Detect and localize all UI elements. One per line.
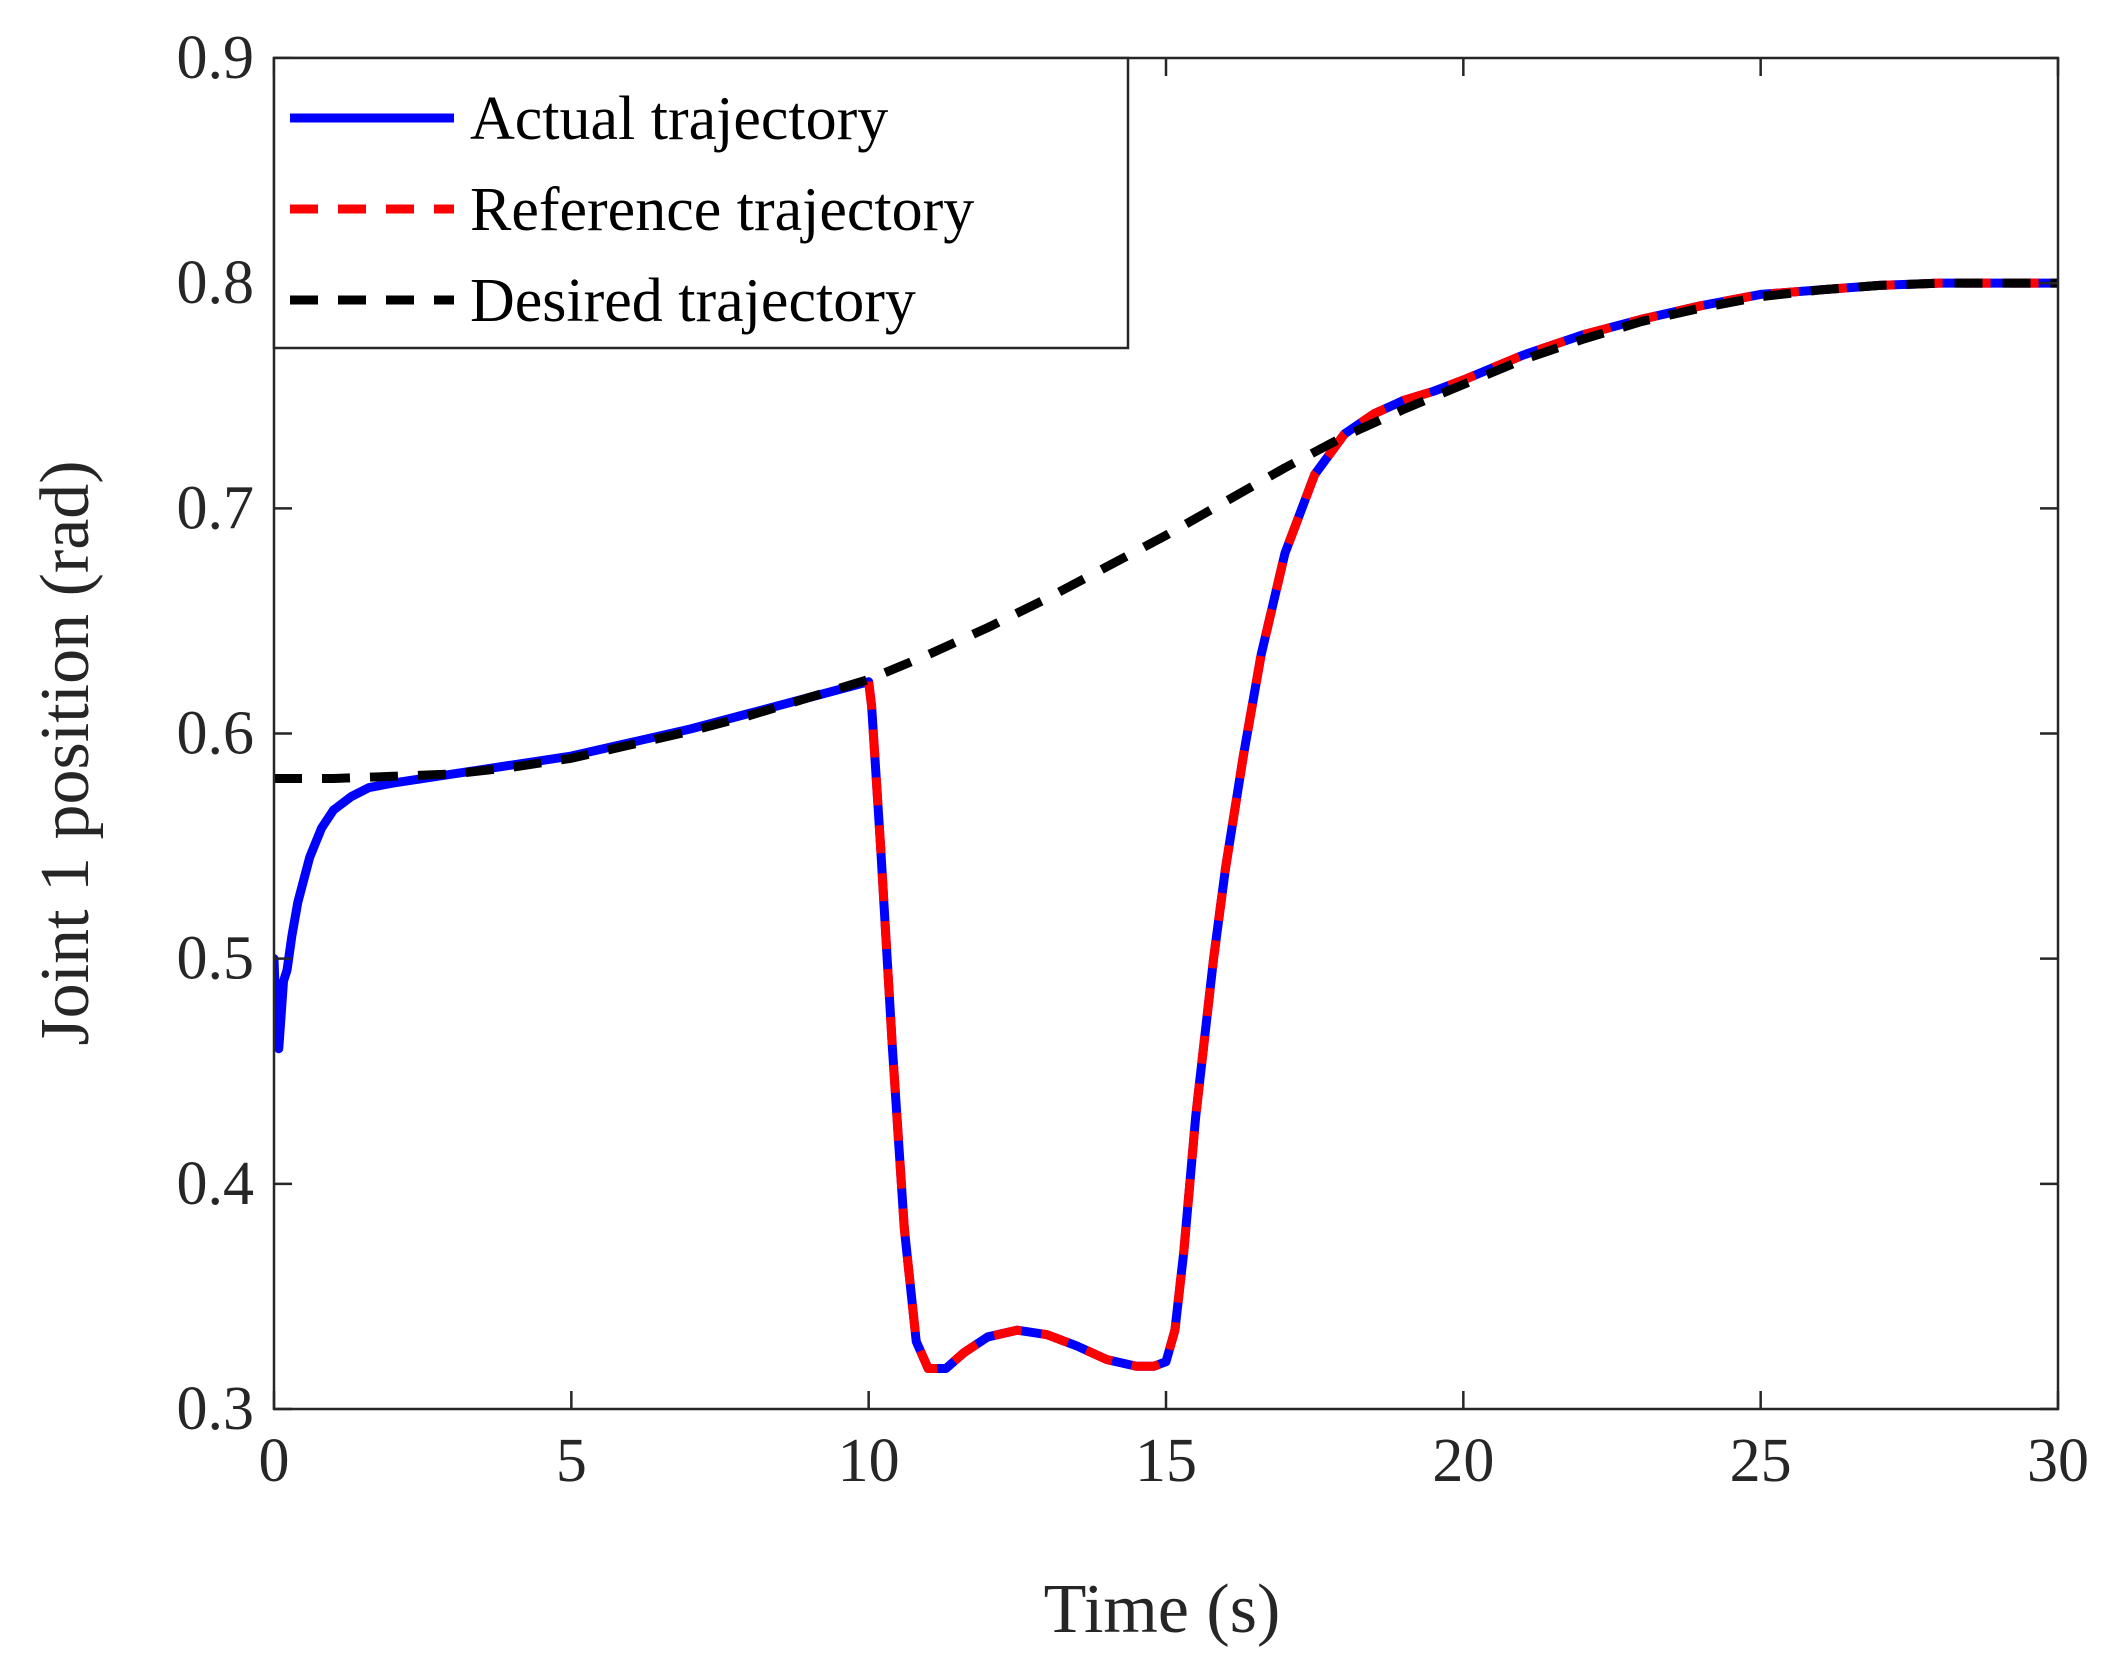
y-axis-label: Joint 1 position (rad) xyxy=(27,460,104,1045)
x-tick-label: 5 xyxy=(556,1427,587,1495)
y-tick-label: 0.6 xyxy=(177,700,255,768)
x-tick-label: 10 xyxy=(838,1427,900,1495)
x-axis-label: Time (s) xyxy=(1044,1571,1281,1648)
y-tick-label: 0.9 xyxy=(177,24,255,92)
x-tick-label: 25 xyxy=(1730,1427,1792,1495)
y-tick-label: 0.4 xyxy=(177,1150,255,1218)
series-line-reference-trajectory xyxy=(864,278,2058,1373)
y-tick-label: 0.5 xyxy=(177,925,255,993)
legend: Actual trajectory Reference trajectory Des… xyxy=(272,56,1130,350)
axes-layer: 0 5 10 15 20 25 30 0.3 0.4 0.5 0.6 0.7 0.8 0.9 xyxy=(177,24,2090,1495)
x-tick-label: 15 xyxy=(1135,1427,1197,1495)
plot-layer xyxy=(274,278,2058,1373)
y-tick-label: 0.8 xyxy=(177,249,255,317)
legend-label: Actual trajectory xyxy=(470,85,888,153)
legend-box xyxy=(272,56,1130,350)
y-tick-label: 0.7 xyxy=(177,474,255,542)
x-tick-label: 0 xyxy=(259,1427,290,1495)
x-tick-label: 30 xyxy=(2027,1427,2089,1495)
y-tick-label: 0.3 xyxy=(177,1375,255,1443)
x-tick-label: 20 xyxy=(1432,1427,1494,1495)
legend-label: Desired trajectory xyxy=(470,267,916,335)
legend-label: Reference trajectory xyxy=(470,176,974,244)
series-line-desired-trajectory xyxy=(274,278,2058,784)
